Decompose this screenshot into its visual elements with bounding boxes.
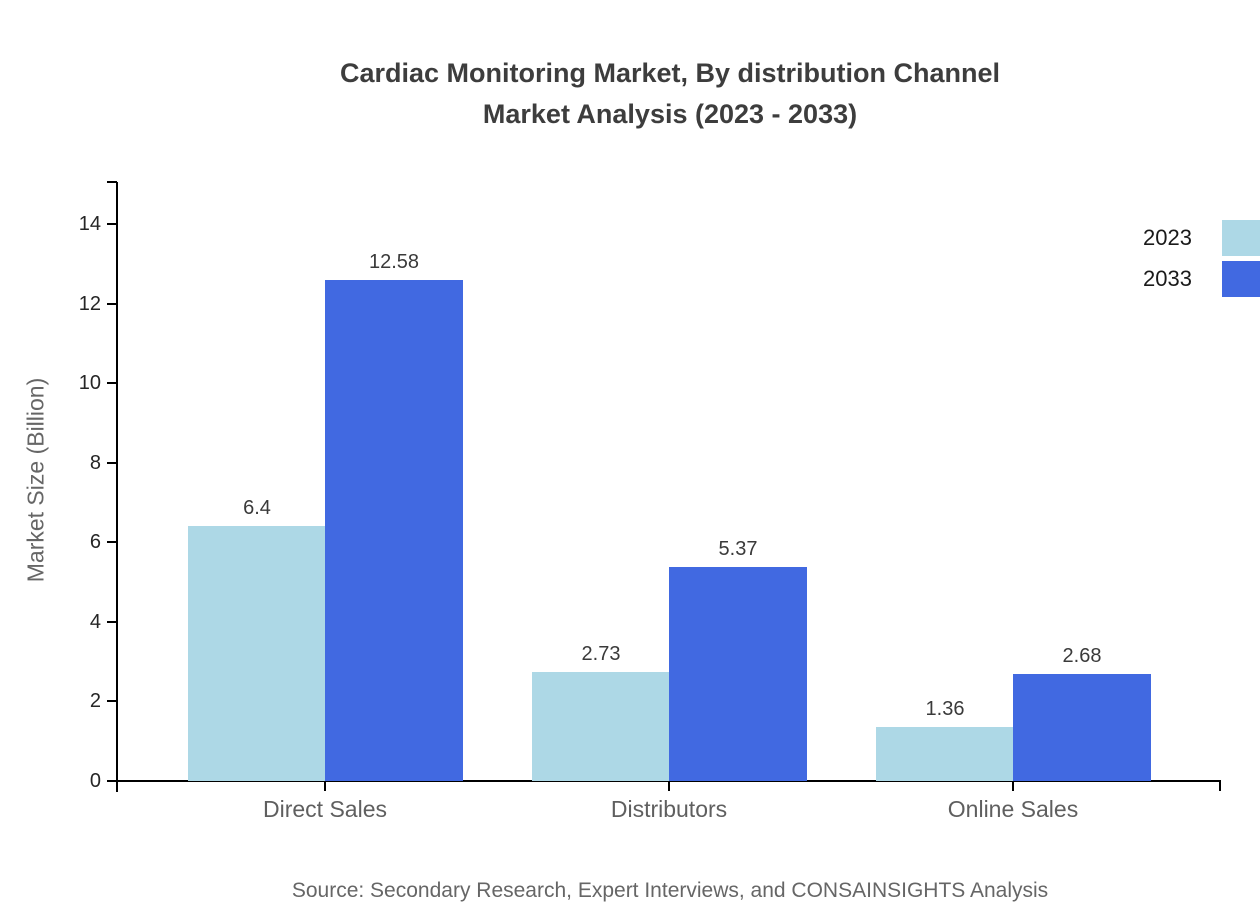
y-axis-tick	[107, 462, 117, 464]
y-axis-tick-label: 8	[89, 452, 101, 474]
y-axis-tick	[107, 541, 117, 543]
x-axis-tick	[1012, 780, 1014, 791]
bar-2023-direct-sales	[188, 526, 326, 781]
bar-2033-online-sales	[1013, 674, 1151, 781]
y-axis-tick-label: 10	[78, 372, 101, 394]
legend-swatch-2023	[1222, 220, 1260, 256]
x-axis-tick	[324, 780, 326, 791]
bar-value-label: 6.4	[243, 497, 271, 519]
chart-title-line1: Cardiac Monitoring Market, By distributi…	[339, 58, 1001, 88]
source-note: Source: Secondary Research, Expert Inter…	[291, 879, 1049, 902]
x-axis-tick	[668, 780, 670, 791]
bar-2023-distributors	[532, 672, 670, 781]
x-axis-category-label: Online Sales	[947, 796, 1079, 822]
bar-2023-online-sales	[876, 727, 1014, 781]
y-axis-end-tick	[107, 181, 117, 183]
y-axis-tick-label: 2	[89, 690, 101, 712]
x-axis-category-label: Distributors	[610, 796, 728, 822]
y-axis-line	[116, 182, 118, 792]
chart-title: Cardiac Monitoring Market, By distributi…	[80, 53, 1260, 135]
y-axis-tick	[107, 621, 117, 623]
legend-item-2033: 2033	[1143, 261, 1260, 297]
y-axis-tick-label: 6	[89, 531, 101, 553]
y-axis-tick	[107, 780, 117, 782]
legend-label-2033: 2033	[1143, 266, 1192, 291]
bar-value-label: 12.58	[368, 251, 420, 273]
y-axis-tick-label: 14	[78, 213, 101, 235]
bar-value-label: 2.68	[1062, 645, 1102, 667]
bar-2033-direct-sales	[325, 280, 463, 781]
legend: 2023 2033	[1143, 220, 1260, 302]
legend-item-2023: 2023	[1143, 220, 1260, 256]
y-axis-tick	[107, 223, 117, 225]
bar-value-label: 2.73	[581, 643, 621, 665]
bar-value-label: 1.36	[925, 698, 965, 720]
legend-swatch-2033	[1222, 261, 1260, 297]
y-axis-tick-label: 0	[89, 770, 101, 792]
x-axis-category-label: Direct Sales	[263, 796, 387, 822]
chart-title-line2: Market Analysis (2023 - 2033)	[482, 99, 858, 129]
y-axis-tick-label: 4	[89, 611, 101, 633]
bar-value-label: 5.37	[718, 538, 758, 560]
y-axis-tick	[107, 382, 117, 384]
x-axis-end-tick	[1219, 780, 1221, 791]
y-axis-tick-label: 12	[78, 293, 101, 315]
bar-2033-distributors	[669, 567, 807, 781]
legend-label-2023: 2023	[1143, 225, 1192, 250]
y-axis-tick	[107, 303, 117, 305]
y-axis-tick	[107, 700, 117, 702]
